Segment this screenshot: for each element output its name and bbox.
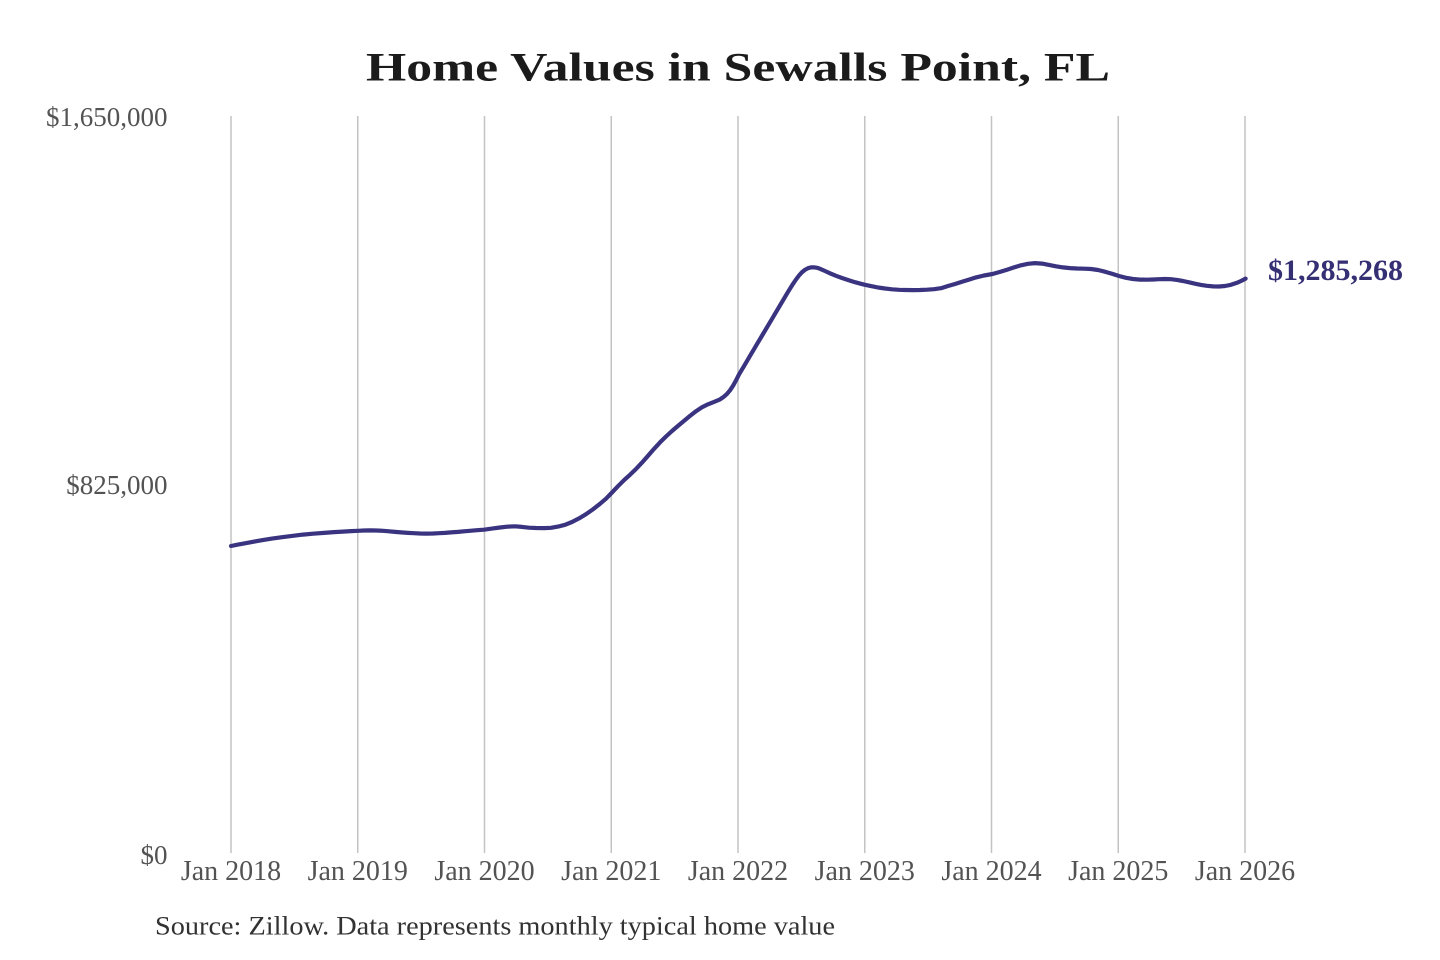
- svg-text:Jan 2026: Jan 2026: [1195, 856, 1295, 887]
- svg-text:$1,650,000: $1,650,000: [46, 102, 168, 132]
- svg-text:Jan 2022: Jan 2022: [688, 856, 788, 887]
- svg-text:$825,000: $825,000: [66, 470, 167, 500]
- svg-text:$0: $0: [141, 840, 168, 870]
- svg-text:Jan 2020: Jan 2020: [434, 856, 534, 887]
- svg-text:Home Values in Sewalls Point,: Home Values in Sewalls Point, FL: [366, 45, 1110, 90]
- svg-text:Source: Zillow. Data represent: Source: Zillow. Data represents monthly …: [155, 912, 835, 941]
- svg-text:Jan 2019: Jan 2019: [308, 856, 408, 887]
- svg-text:Jan 2025: Jan 2025: [1068, 856, 1168, 887]
- svg-text:Jan 2021: Jan 2021: [561, 856, 661, 887]
- svg-text:Jan 2024: Jan 2024: [941, 856, 1041, 887]
- svg-text:Jan 2018: Jan 2018: [181, 856, 281, 887]
- svg-text:$1,285,268: $1,285,268: [1268, 254, 1403, 287]
- svg-text:Jan 2023: Jan 2023: [815, 856, 915, 887]
